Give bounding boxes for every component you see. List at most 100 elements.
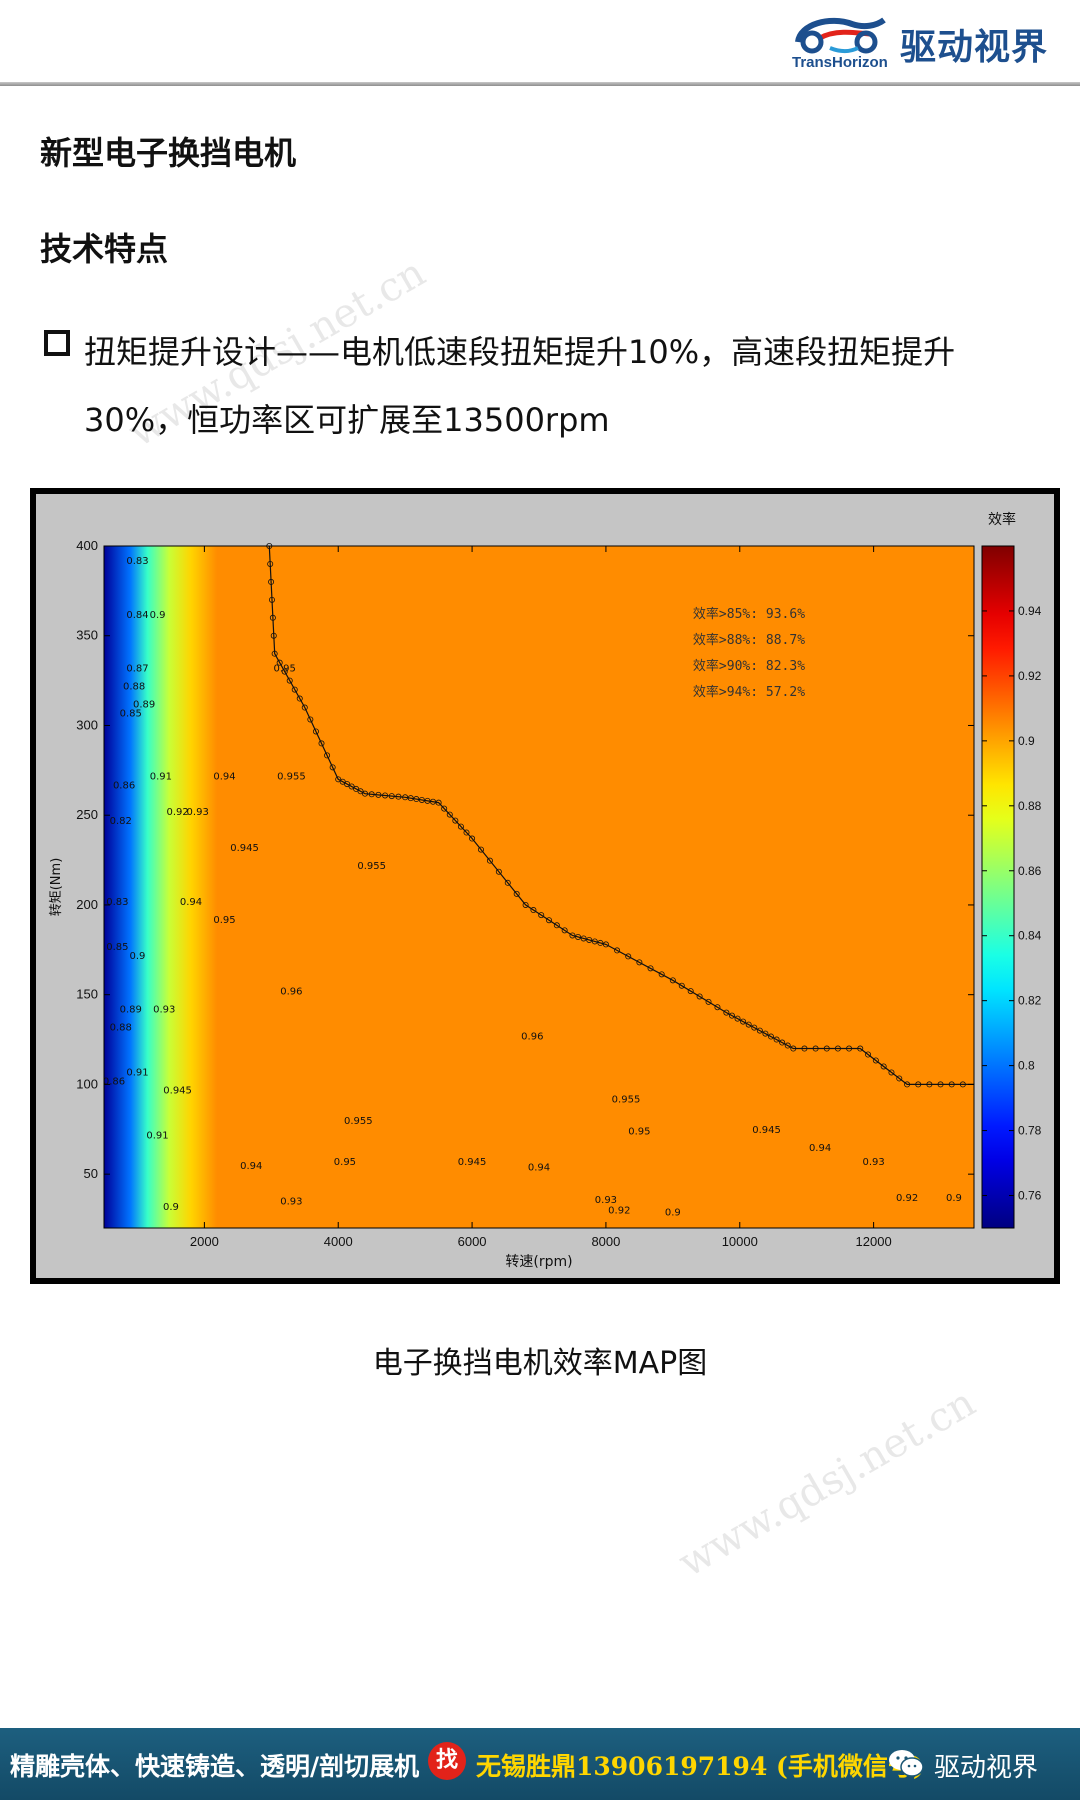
boundary-marker	[291, 686, 298, 693]
efficiency-base	[104, 546, 974, 1228]
page-title: 新型电子换挡电机	[40, 134, 297, 172]
boundary-marker	[513, 890, 520, 897]
colorbar-tick-label: 0.8	[1018, 1059, 1035, 1073]
boundary-marker	[267, 560, 274, 567]
boundary-marker	[357, 788, 364, 795]
boundary-marker	[463, 829, 470, 836]
boundary-marker	[915, 1081, 922, 1088]
contour-label: 0.85	[106, 942, 128, 953]
boundary-marker	[353, 785, 360, 792]
boundary-marker	[530, 907, 537, 914]
square-bullet-icon	[44, 330, 70, 356]
colorbar	[981, 545, 1015, 1229]
boundary-marker	[801, 1045, 808, 1052]
footer-contact[interactable]: 无锡胜鼎13906197194 (手机微信号)	[476, 1752, 925, 1781]
boundary-marker	[301, 704, 308, 711]
footer-banner[interactable]: 精雕壳体、快速铸造、透明/剖切展机 找 无锡胜鼎13906197194 (手机微…	[0, 1728, 1080, 1800]
watermark: www.qdsj.net.cn	[670, 1379, 984, 1587]
boundary-marker	[430, 798, 437, 805]
contour-label: 0.93	[187, 807, 209, 818]
boundary-marker	[740, 1018, 747, 1025]
boundary-marker	[402, 794, 409, 801]
y-tick-label: 350	[76, 628, 98, 643]
boundary-marker	[270, 632, 277, 639]
boundary-marker	[569, 932, 576, 939]
footer-ad-text: 精雕壳体、快速铸造、透明/剖切展机	[10, 1752, 420, 1781]
contour-label: 0.945	[458, 1157, 487, 1168]
contour-label: 0.91	[150, 771, 172, 782]
efficiency-annotation: 效率>85%: 93.6%	[693, 606, 805, 622]
contour-label: 0.95	[628, 1127, 650, 1138]
boundary-marker	[714, 1004, 721, 1011]
contour-label: 0.93	[153, 1005, 175, 1016]
contour-label: 0.85	[120, 709, 142, 720]
contour-label: 0.94	[213, 771, 235, 782]
boundary-marker	[407, 795, 414, 802]
efficiency-map-chart: 0.9 0.930.94 0.95 0.945 0.940.930.92 0.90.95 0…	[49, 511, 1042, 1270]
boundary-marker	[586, 936, 593, 943]
boundary-marker	[538, 912, 545, 919]
section-heading: 技术特点	[40, 230, 169, 268]
contour-label: 0.84	[126, 610, 148, 621]
boundary-marker	[857, 1045, 864, 1052]
boundary-marker	[734, 1015, 741, 1022]
colorbar-tick-label: 0.78	[1018, 1124, 1042, 1138]
contour-labels: 0.9 0.930.94 0.95 0.945 0.940.930.92 0.90.95 0…	[103, 556, 962, 1218]
contour-label: 0.87	[126, 664, 148, 675]
contour-label: 0.86	[103, 1076, 125, 1087]
contour-label: 0.955	[612, 1094, 641, 1105]
boundary-marker	[441, 805, 448, 812]
colorbar-tick-label: 0.76	[1018, 1189, 1042, 1203]
colorbar-label: 效率	[988, 511, 1016, 528]
boundary-marker	[669, 977, 676, 984]
contour-label: 0.83	[106, 897, 128, 908]
boundary-marker	[329, 764, 336, 771]
contour-label: 0.89	[133, 700, 155, 711]
boundary-marker	[413, 796, 420, 803]
boundary-marker	[880, 1063, 887, 1070]
header: TransHorizon 驱动视界	[0, 0, 1080, 86]
contour-label: 0.91	[146, 1130, 168, 1141]
boundary-marker	[446, 811, 453, 818]
brand-en: TransHorizon	[792, 54, 888, 71]
boundary-marker	[575, 933, 582, 940]
contour-label: 0.9	[163, 1202, 179, 1213]
boundary-marker	[522, 901, 529, 908]
contour-label: 0.93	[280, 1197, 302, 1208]
boundary-marker	[865, 1051, 872, 1058]
contour-label: 0.945	[230, 843, 259, 854]
x-tick-label: 4000	[324, 1234, 353, 1249]
boundary-marker	[271, 650, 278, 657]
boundary-marker	[368, 791, 375, 798]
contour-label: 0.92	[896, 1193, 918, 1204]
efficiency-annotation: 效率>88%: 88.7%	[693, 632, 805, 648]
boundary-marker	[495, 868, 502, 875]
boundary-marker	[959, 1081, 966, 1088]
boundary-marker	[553, 922, 560, 929]
boundary-marker	[296, 695, 303, 702]
boundary-marker	[773, 1036, 780, 1043]
boundary-marker	[784, 1042, 791, 1049]
contour-label: 0.92	[166, 807, 188, 818]
boundary-marker	[658, 971, 665, 978]
find-badge: 找	[428, 1742, 466, 1780]
footer-brand: 驱动视界	[934, 1753, 1039, 1783]
x-tick-label: 12000	[856, 1234, 892, 1249]
boundary-marker	[281, 668, 288, 675]
contour-label: 0.9	[946, 1193, 962, 1204]
boundary-marker	[904, 1081, 911, 1088]
contour-label: 0.955	[357, 861, 386, 872]
boundary-marker	[452, 817, 459, 824]
boundary-marker	[375, 791, 382, 798]
contour-label: 0.955	[344, 1116, 373, 1127]
boundary-marker	[834, 1045, 841, 1052]
boundary-marker	[614, 947, 621, 954]
boundary-marker	[687, 988, 694, 995]
boundary-marker	[344, 781, 351, 788]
boundary-marker	[768, 1033, 775, 1040]
boundary-marker	[636, 959, 643, 966]
boundary-marker	[286, 677, 293, 684]
boundary-marker	[790, 1045, 797, 1052]
y-tick-label: 200	[76, 897, 98, 912]
boundary-marker	[388, 793, 395, 800]
